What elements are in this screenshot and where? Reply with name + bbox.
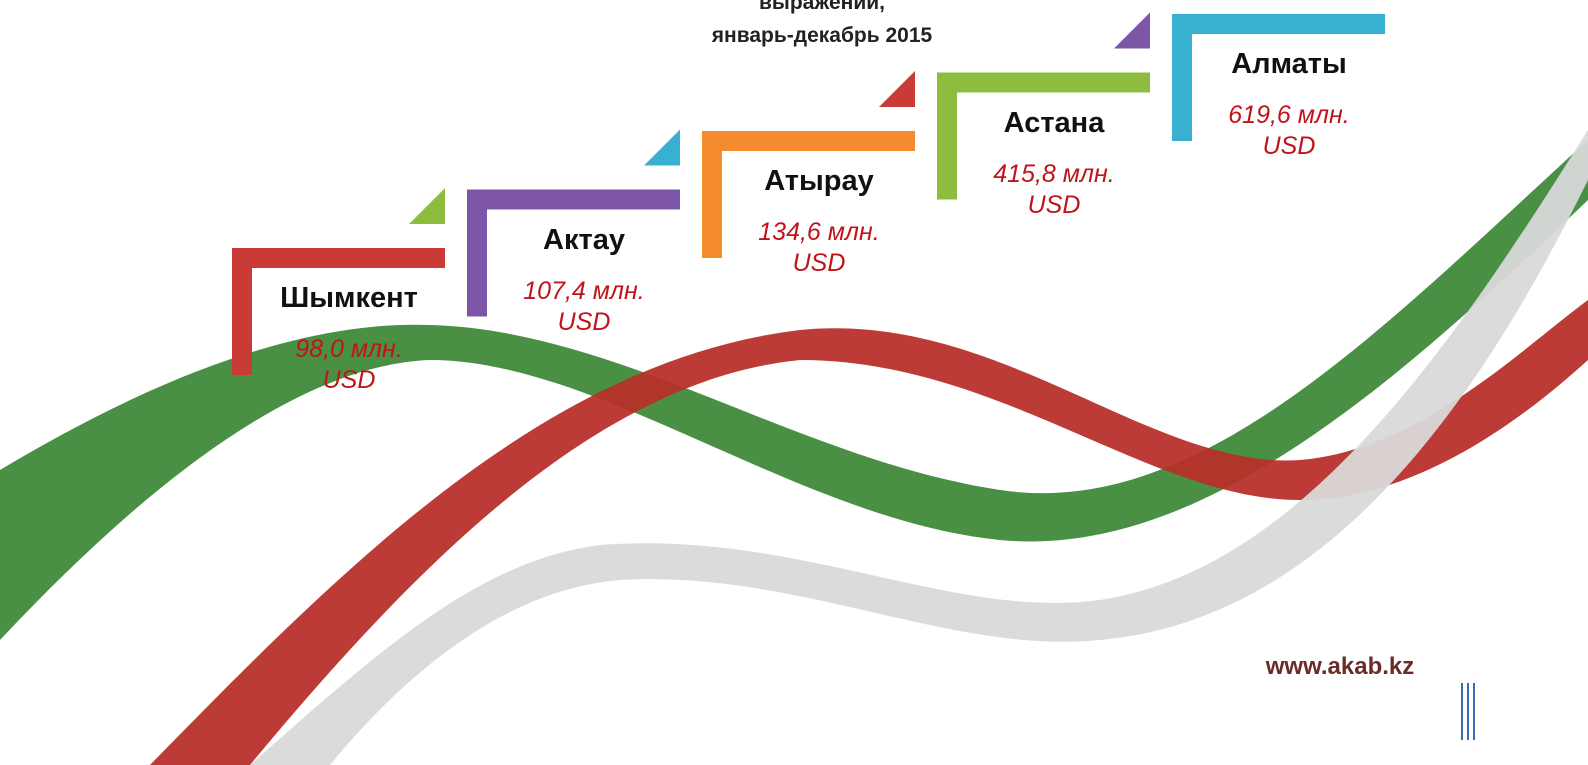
slide: выражении, январь-декабрь 2015 www.akab.… bbox=[0, 0, 1588, 765]
city-name: Алматы bbox=[1231, 48, 1347, 81]
step-triangle bbox=[1114, 13, 1150, 49]
city-value: 134,6 млн. USD bbox=[749, 217, 889, 279]
page: {"header": {"title_lines": ["выражении,"… bbox=[0, 0, 1588, 765]
corner-lines bbox=[1462, 683, 1474, 740]
city-value: 98,0 млн. USD bbox=[279, 334, 419, 396]
title-line: январь-декабрь 2015 bbox=[712, 19, 932, 52]
city-name: Шымкент bbox=[280, 282, 418, 315]
title: выражении, январь-декабрь 2015 bbox=[712, 0, 932, 52]
city-name: Актау bbox=[543, 224, 625, 257]
step-triangle bbox=[409, 188, 445, 224]
city-value: 107,4 млн. USD bbox=[514, 276, 654, 338]
city-value: 415,8 млн. USD bbox=[984, 159, 1124, 221]
title-line: выражении, bbox=[712, 0, 932, 19]
city-value: 619,6 млн. USD bbox=[1219, 100, 1359, 162]
step-triangle bbox=[644, 130, 680, 166]
step-triangle bbox=[879, 71, 915, 107]
city-name: Астана bbox=[1004, 107, 1105, 140]
city-name: Атырау bbox=[764, 165, 874, 198]
website-url: www.akab.kz bbox=[1266, 653, 1415, 681]
